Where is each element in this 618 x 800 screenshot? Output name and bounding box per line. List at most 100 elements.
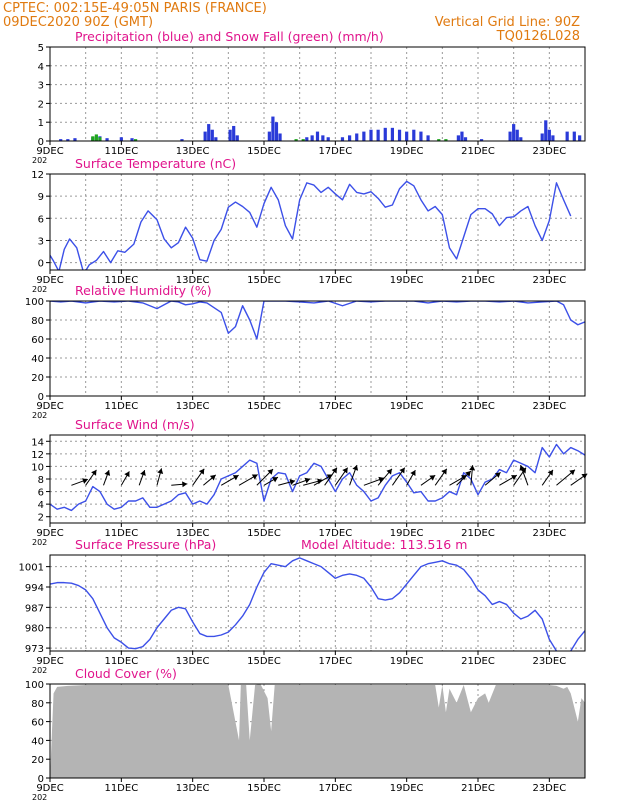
precip-bar: [508, 131, 512, 141]
run-datetime: 09DEC2020 90Z (GMT): [3, 15, 153, 30]
precip-bar: [565, 131, 569, 141]
wind-arrow-head: [272, 477, 278, 483]
temp-ytick-label: 3: [38, 236, 44, 247]
precip-bar: [180, 139, 184, 141]
wind-arrow-head: [519, 465, 526, 471]
pressure-line: [50, 557, 585, 651]
precip-bar: [321, 135, 325, 141]
wind-xtick-label: 21DEC: [461, 528, 495, 539]
precip-bar: [397, 129, 402, 141]
temp-ytick-label: 12: [31, 170, 44, 181]
wind-arrow-head: [157, 468, 164, 475]
wind-ytick-label: 8: [38, 475, 44, 486]
cloud-ytick-label: 40: [31, 736, 44, 747]
wind-arrow-head: [465, 471, 471, 477]
precip-bar: [301, 139, 305, 141]
pressure-frame: [49, 554, 586, 652]
precip-bar: [305, 137, 309, 141]
pressure-ytick-label: 987: [25, 603, 44, 614]
precip-bar: [463, 137, 468, 141]
precip-bar: [294, 139, 298, 141]
wind-year-stub: 202: [32, 538, 47, 547]
precip-bar: [310, 135, 314, 141]
pressure-title: Surface Pressure (hPa): [75, 537, 216, 552]
temp-xtick-label: 13DEC: [176, 275, 210, 286]
cloud-xtick-label: 9DEC: [36, 783, 63, 794]
cloud-frame: [49, 683, 586, 779]
wind-arrow-head: [232, 475, 239, 481]
rh-year-stub: 202: [32, 411, 47, 420]
precip-bar: [369, 129, 373, 141]
precip-bar: [460, 131, 464, 141]
precip-bar: [228, 129, 232, 141]
wind-ytick-label: 2: [38, 513, 44, 524]
temp-panel: 0 3 6 9 12 9DEC 11DEC 13DEC 15DEC 17DEC 19DEC 21DEC…: [31, 156, 586, 294]
temp-xtick-label: 21DEC: [461, 275, 495, 286]
temp-xtick-label: 15DEC: [247, 275, 281, 286]
pressure-xtick-label: 13DEC: [176, 656, 210, 667]
pressure-ytick-label: 994: [25, 583, 44, 594]
rh-xtick-label: 9DEC: [36, 401, 63, 412]
precip-xtick-label: 19DEC: [390, 146, 424, 157]
pressure-xtick-label: 21DEC: [461, 656, 495, 667]
temp-ytick-label: 6: [38, 214, 44, 225]
precip-year-stub: 202: [32, 156, 47, 165]
wind-arrow-head: [469, 465, 476, 471]
wind-arrows: [71, 464, 588, 488]
precip-bar: [419, 131, 423, 141]
temp-ytick-label: 0: [38, 259, 44, 270]
cloud-data: [50, 684, 585, 778]
precip-xtick-label: 11DEC: [104, 146, 138, 157]
precip-bar: [59, 139, 63, 141]
precip-ytick-label: 2: [38, 99, 44, 110]
precip-bar: [547, 129, 551, 141]
cloud-xtick-label: 21DEC: [461, 783, 495, 794]
precip-bar: [390, 127, 394, 141]
header: CPTEC: 002:15E-49:05N PARIS (FRANCE) 09D…: [3, 1, 580, 44]
temp-data: [50, 180, 572, 270]
precip-xtick-label: 23DEC: [532, 146, 566, 157]
vertical-grid-note: Vertical Grid Line: 90Z: [435, 15, 580, 30]
precip-bar: [315, 131, 320, 141]
wind-arrow-head: [209, 474, 216, 481]
cloud-ytick-label: 60: [31, 718, 44, 729]
wind-arrow-head: [331, 467, 337, 474]
cloud-title: Cloud Cover (%): [75, 666, 177, 681]
temp-xtick-label: 9DEC: [36, 275, 63, 286]
wind-arrow-head: [140, 470, 146, 476]
precip-title: Precipitation (blue) and Snow Fall (gree…: [75, 29, 384, 44]
rh-xtick-label: 13DEC: [176, 401, 210, 412]
precip-bar: [426, 135, 430, 141]
wind-arrow-head: [581, 473, 588, 480]
rh-ytick-label: 40: [31, 354, 44, 365]
precip-bar: [91, 136, 95, 141]
precip-ytick-label: 3: [38, 81, 44, 92]
precip-xtick-label: 15DEC: [247, 146, 281, 157]
precip-xtick-label: 9DEC: [36, 146, 63, 157]
precip-bar: [130, 138, 134, 141]
wind-arrow-head: [82, 478, 88, 484]
precip-bar: [271, 116, 275, 141]
wind-ytick-label: 14: [31, 437, 44, 448]
precip-bar: [362, 131, 366, 141]
wind-arrow-head: [386, 468, 392, 475]
wind-arrow-head: [429, 475, 436, 481]
wind-ytick-label: 12: [31, 450, 44, 461]
cloud-ytick-label: 0: [38, 774, 44, 785]
wind-ytick-label: 4: [38, 500, 44, 511]
rh-xtick-label: 23DEC: [532, 401, 566, 412]
wind-xtick-label: 15DEC: [247, 528, 281, 539]
precip-bar: [98, 137, 102, 141]
wind-xtick-label: 9DEC: [36, 528, 63, 539]
cloud-ytick-label: 100: [25, 680, 44, 691]
precip-bar: [274, 122, 279, 141]
pressure-subtitle: Model Altitude: 113.516 m: [301, 537, 467, 552]
wind-arrow-head: [441, 468, 447, 475]
wind-arrow-head: [91, 469, 97, 476]
precip-bar: [376, 129, 380, 141]
precip-bar: [437, 139, 441, 141]
cloud-area: [50, 684, 585, 778]
wind-arrow-head: [251, 474, 258, 480]
rh-xtick-label: 19DEC: [390, 401, 424, 412]
wind-arrow-head: [104, 470, 111, 476]
